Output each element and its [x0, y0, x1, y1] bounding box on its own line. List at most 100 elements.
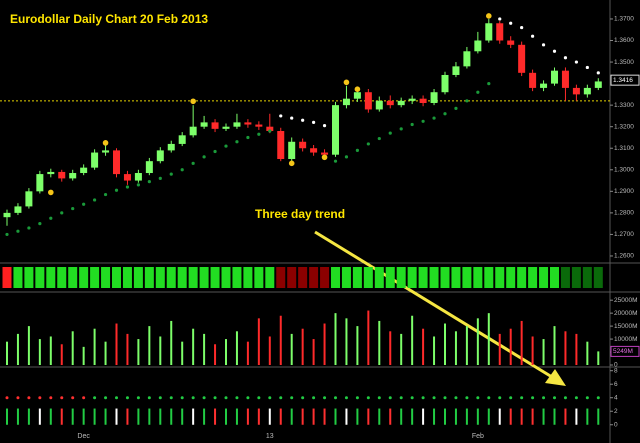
- sar-dot: [410, 122, 414, 127]
- lower-dot: [82, 396, 86, 400]
- trend-cell: [276, 267, 286, 288]
- sar-dot: [454, 106, 458, 110]
- candle-body: [310, 148, 318, 153]
- candle-body: [255, 124, 263, 127]
- volume-last-label: 5249M: [613, 348, 633, 355]
- marker-dot: [48, 189, 54, 196]
- candle-body: [80, 167, 88, 174]
- sar-dot: [213, 149, 217, 154]
- candle-body: [123, 174, 131, 181]
- sar-dot: [596, 71, 600, 75]
- trend-cell: [593, 267, 603, 288]
- sar-dot: [136, 183, 140, 187]
- candle-body: [386, 100, 394, 106]
- marker-dot: [190, 98, 196, 105]
- trend-cell: [210, 267, 220, 288]
- candle-body: [529, 72, 537, 88]
- sar-dot: [202, 155, 206, 159]
- candle-body: [321, 152, 329, 155]
- lower-dot: [410, 396, 414, 400]
- candle-body: [452, 66, 460, 75]
- lower-dot: [596, 396, 600, 400]
- sar-dot: [355, 148, 359, 152]
- candle-body: [200, 122, 208, 127]
- lower-dot: [224, 396, 228, 400]
- candle-body: [47, 171, 55, 175]
- candle-body: [102, 150, 110, 153]
- candle-body: [3, 212, 11, 218]
- y-tick-label: 1.2800: [614, 210, 634, 217]
- x-tick-label: Feb: [472, 433, 484, 440]
- trend-cell: [122, 267, 132, 288]
- sar-dot: [476, 90, 480, 94]
- chart-title: Eurodollar Daily Chart 20 Feb 2013: [10, 12, 208, 26]
- lower-dot: [553, 396, 556, 400]
- candle-body: [299, 141, 307, 149]
- sar-dot: [509, 21, 513, 25]
- lower-dot: [71, 396, 75, 400]
- candle-body: [375, 100, 383, 110]
- trend-cell: [484, 267, 494, 288]
- lower-dot: [27, 396, 31, 400]
- lower-dot: [585, 396, 589, 400]
- candle-body: [430, 92, 438, 103]
- sar-dot: [574, 60, 579, 64]
- lower-dot: [476, 396, 480, 400]
- trend-cell: [407, 267, 417, 288]
- y-tick-label: 1.3600: [614, 37, 634, 44]
- sar-dot: [224, 144, 228, 148]
- trend-cell: [287, 267, 297, 288]
- sar-dot: [191, 161, 195, 165]
- trend-cell: [539, 267, 549, 288]
- lower-dot: [290, 396, 294, 400]
- lower-dot: [104, 396, 108, 400]
- sar-dot: [421, 119, 425, 123]
- lower-dot: [16, 396, 20, 400]
- trend-cell: [506, 267, 516, 288]
- candle-body: [594, 81, 602, 88]
- sar-dot: [38, 222, 42, 226]
- y-tick-label: 0: [614, 421, 618, 428]
- sar-dot: [531, 34, 535, 38]
- candle-body: [189, 126, 197, 136]
- sar-dot: [333, 159, 338, 163]
- trend-cell: [517, 267, 527, 288]
- marker-dot: [354, 86, 361, 93]
- lower-dot: [93, 396, 97, 400]
- sar-dot: [93, 198, 97, 202]
- lower-dot: [136, 396, 140, 400]
- y-tick-label: 1.3700: [614, 16, 634, 23]
- y-tick-label: 8: [614, 367, 618, 374]
- lower-dot: [268, 396, 272, 400]
- sar-dot: [487, 81, 491, 86]
- trend-cell: [495, 267, 505, 288]
- sar-dot: [465, 99, 469, 103]
- sar-dot: [388, 131, 392, 135]
- trend-cell: [144, 267, 154, 288]
- trend-cell: [363, 267, 373, 288]
- sar-dot: [322, 124, 327, 128]
- lower-dot: [487, 396, 491, 400]
- candle-body: [342, 98, 350, 106]
- y-tick-label: 15000M: [614, 323, 638, 330]
- y-tick-label: 1.3300: [614, 102, 634, 109]
- trend-cell: [188, 267, 198, 288]
- lower-dot: [301, 396, 305, 400]
- annotation: Three day trend: [255, 207, 345, 221]
- candle-body: [441, 74, 449, 93]
- marker-dot: [102, 140, 109, 146]
- sar-dot: [366, 142, 370, 146]
- lower-dot: [366, 396, 370, 400]
- candle-body: [36, 174, 44, 192]
- trend-cell: [374, 267, 384, 288]
- sar-dot: [114, 188, 119, 192]
- lower-dot: [388, 396, 392, 400]
- lower-dot: [399, 396, 403, 400]
- lower-dot: [323, 396, 327, 400]
- candle-body: [145, 161, 153, 174]
- sar-dot: [541, 43, 546, 47]
- trend-cell: [528, 267, 538, 288]
- trend-cell: [550, 267, 559, 288]
